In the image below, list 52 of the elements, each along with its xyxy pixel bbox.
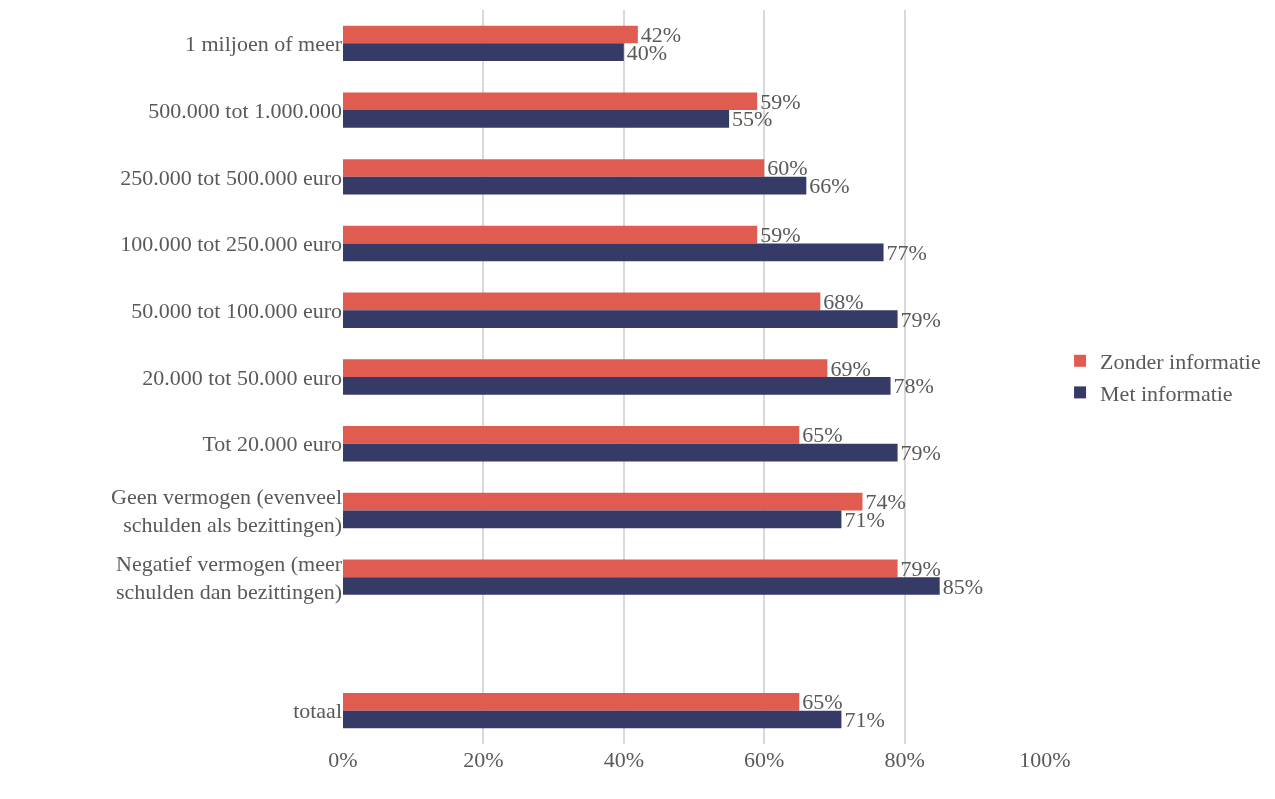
x-tick-label: 60% bbox=[744, 747, 785, 772]
bar bbox=[343, 692, 800, 711]
data-label: 65% bbox=[802, 689, 843, 715]
bar bbox=[343, 426, 800, 444]
legend-label: Zonder informatie bbox=[1100, 349, 1261, 375]
y-tick-label: 100.000 tot 250.000 euro bbox=[120, 231, 342, 257]
bar bbox=[343, 710, 842, 729]
data-label: 78% bbox=[893, 373, 934, 399]
bar bbox=[343, 559, 898, 578]
bar bbox=[343, 443, 898, 462]
data-label: 65% bbox=[802, 422, 843, 448]
data-label: 71% bbox=[844, 706, 885, 732]
bar bbox=[343, 176, 807, 195]
data-label: 79% bbox=[900, 440, 941, 466]
bar bbox=[343, 243, 884, 262]
y-tick-label: Tot 20.000 euro bbox=[202, 431, 342, 457]
bar bbox=[343, 92, 758, 111]
legend-label: Met informatie bbox=[1100, 380, 1233, 406]
y-tick-label: Geen vermogen (evenveel schulden als bezittingen) bbox=[111, 483, 342, 538]
bar bbox=[343, 510, 842, 529]
data-label: 59% bbox=[760, 222, 801, 248]
data-label: 79% bbox=[900, 306, 941, 332]
data-label: 69% bbox=[830, 355, 871, 381]
y-tick-label: 1 miljoen of meer bbox=[184, 31, 343, 57]
x-tick-label: 80% bbox=[884, 747, 925, 772]
x-tick-label: 0% bbox=[328, 747, 358, 772]
y-tick-label: totaal bbox=[293, 698, 342, 724]
x-tick-label: 40% bbox=[603, 747, 644, 772]
y-tick-label: 20.000 tot 50.000 euro bbox=[142, 364, 342, 390]
y-tick-label: 250.000 tot 500.000 euro bbox=[120, 164, 342, 190]
y-tick-label: 500.000 tot 1.000.000 bbox=[148, 97, 342, 123]
bar bbox=[343, 577, 940, 595]
bar bbox=[343, 377, 891, 395]
x-tick-label: 100% bbox=[1019, 747, 1071, 772]
data-label: 66% bbox=[809, 173, 850, 199]
x-tick-label: 20% bbox=[463, 747, 504, 772]
bar bbox=[343, 492, 863, 511]
bar bbox=[343, 225, 758, 244]
bar bbox=[343, 292, 821, 311]
data-label: 85% bbox=[942, 573, 984, 599]
bar bbox=[343, 25, 638, 44]
data-label: 77% bbox=[886, 239, 927, 265]
bar bbox=[343, 310, 898, 328]
bar bbox=[343, 359, 828, 377]
y-tick-label: Negatief vermogen (meer schulden dan bezittingen) bbox=[115, 550, 343, 605]
data-label: 68% bbox=[823, 288, 864, 314]
data-label: 60% bbox=[767, 155, 808, 181]
bar bbox=[343, 43, 624, 62]
bar bbox=[343, 159, 765, 177]
y-tick-label: 50.000 tot 100.000 euro bbox=[131, 297, 342, 323]
data-label: 79% bbox=[900, 555, 941, 581]
bar bbox=[343, 110, 730, 128]
